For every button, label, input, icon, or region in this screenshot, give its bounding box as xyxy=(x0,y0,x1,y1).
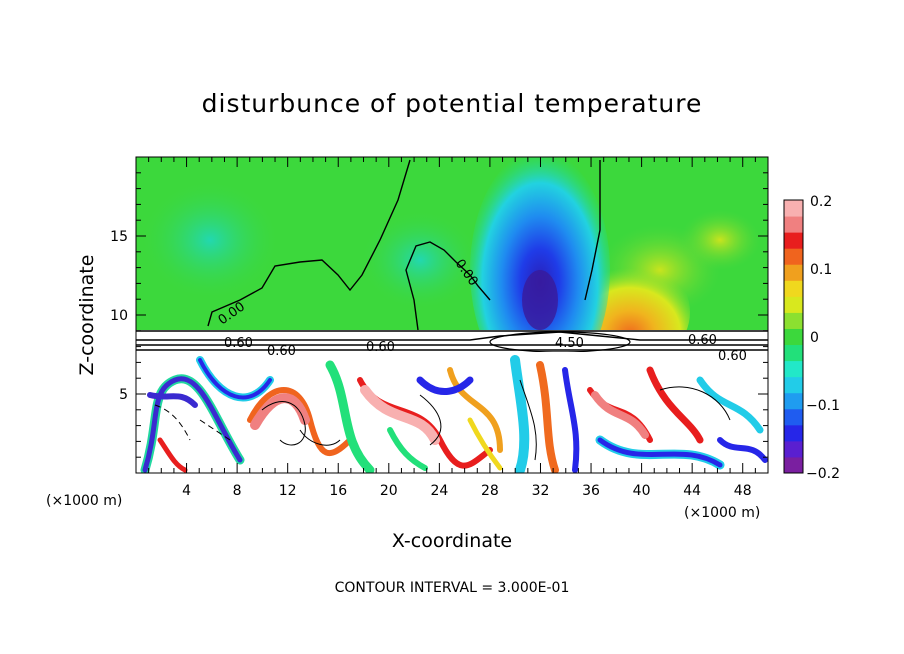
y-axis: 5 10 15 xyxy=(110,172,768,458)
colorbar-swatch xyxy=(784,440,803,458)
contour-label: 0.60 xyxy=(224,336,253,351)
colorbar-swatch xyxy=(784,360,803,378)
colorbar-swatch xyxy=(784,408,803,426)
colorbar-swatch xyxy=(784,232,803,249)
colorbar-swatch xyxy=(784,376,803,394)
x-tick-label: 8 xyxy=(233,483,242,499)
colorbar-swatch xyxy=(784,264,803,281)
contour-label: 0.60 xyxy=(688,333,717,348)
x-unit-right: (×1000 m) xyxy=(684,505,760,521)
colorbar-tick-label: −0.2 xyxy=(806,466,840,482)
colorbar-swatch xyxy=(784,328,803,346)
x-tick-label: 24 xyxy=(430,483,448,499)
colorbar-tick-label: 0.2 xyxy=(810,194,832,210)
colorbar-frame xyxy=(783,199,804,474)
colorbar-swatch xyxy=(784,424,803,442)
colorbar-swatch xyxy=(784,392,803,410)
x-tick-label: 48 xyxy=(734,483,752,499)
plot-area xyxy=(136,157,768,473)
x-tick-label: 36 xyxy=(582,483,600,499)
y-tick-label: 10 xyxy=(110,308,128,324)
contour-label: 0.60 xyxy=(267,344,296,359)
colorbar-swatch xyxy=(784,296,803,313)
colorbar xyxy=(784,200,803,474)
colorbar-swatch xyxy=(784,312,803,329)
colorbar-swatch xyxy=(784,216,803,233)
contour-interval-note: CONTOUR INTERVAL = 3.000E-01 xyxy=(335,580,570,596)
colorbar-tick-label: 0 xyxy=(810,330,819,346)
colorbar-swatch xyxy=(784,248,803,265)
x-tick-label: 32 xyxy=(532,483,550,499)
x-axis-label: X-coordinate xyxy=(392,530,512,552)
contour-label: 0.60 xyxy=(718,349,747,364)
contour-label: 0.60 xyxy=(366,340,395,355)
colorbar-tick-label: −0.1 xyxy=(806,398,840,414)
colorbar-tick-label: 0.1 xyxy=(810,262,832,278)
x-tick-label: 44 xyxy=(683,483,701,499)
colorbar-labels: 0.2 0.1 0 −0.1 −0.2 xyxy=(806,194,840,482)
x-unit-left: (×1000 m) xyxy=(46,493,122,509)
colorbar-swatch xyxy=(784,456,803,474)
field-cyan-patch xyxy=(140,180,280,300)
field-cyan-patch xyxy=(360,210,480,310)
y-tick-label: 15 xyxy=(110,229,128,245)
colorbar-swatch xyxy=(784,344,803,362)
x-tick-label: 4 xyxy=(182,483,191,499)
x-axis: 4 8 12 16 20 24 28 32 36 40 44 48 xyxy=(148,157,756,499)
x-tick-label: 40 xyxy=(633,483,651,499)
x-tick-label: 16 xyxy=(329,483,347,499)
colorbar-swatch xyxy=(784,200,803,217)
y-tick-label: 5 xyxy=(119,387,128,403)
field-cold-center xyxy=(522,270,558,330)
chart-title: disturbunce of potential temperature xyxy=(202,89,703,118)
colorbar-swatch xyxy=(784,280,803,297)
contour-zero xyxy=(207,159,601,331)
x-tick-label: 28 xyxy=(481,483,499,499)
contours-lower xyxy=(154,379,731,461)
contour-label: 4.50 xyxy=(555,336,584,351)
y-axis-label: Z-coordinate xyxy=(76,255,98,376)
field-turbulence xyxy=(140,355,768,473)
x-tick-label: 12 xyxy=(279,483,297,499)
field-yellow-patch xyxy=(680,210,760,270)
x-tick-label: 20 xyxy=(380,483,398,499)
